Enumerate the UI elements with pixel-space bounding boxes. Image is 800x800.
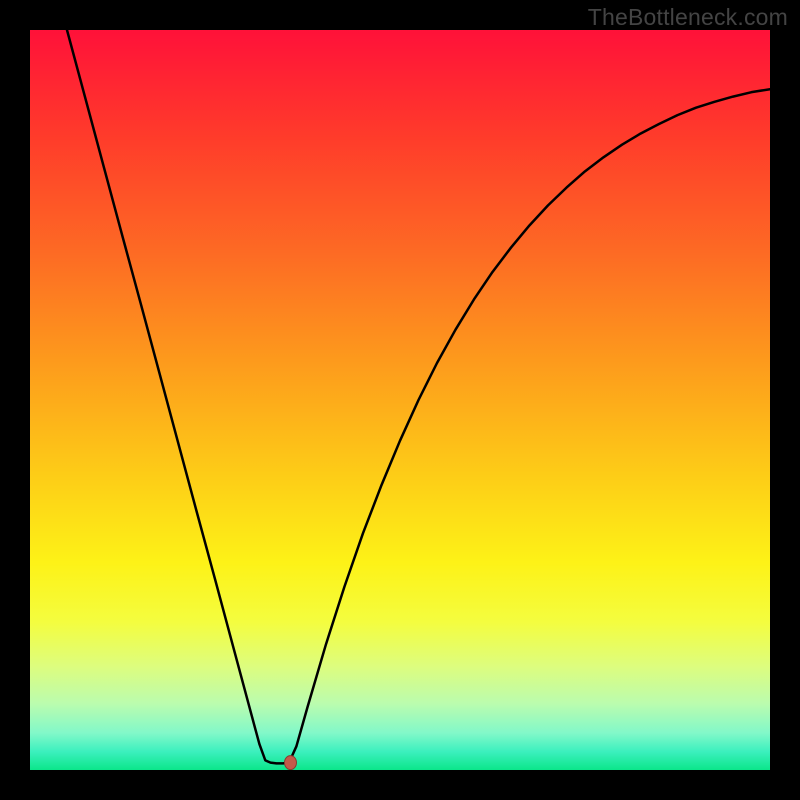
chart-frame: TheBottleneck.com	[0, 0, 800, 800]
optimum-marker	[284, 756, 296, 770]
bottleneck-curve	[67, 30, 770, 763]
curve-layer	[30, 30, 770, 770]
watermark-text: TheBottleneck.com	[588, 4, 788, 31]
plot-area	[30, 30, 770, 770]
